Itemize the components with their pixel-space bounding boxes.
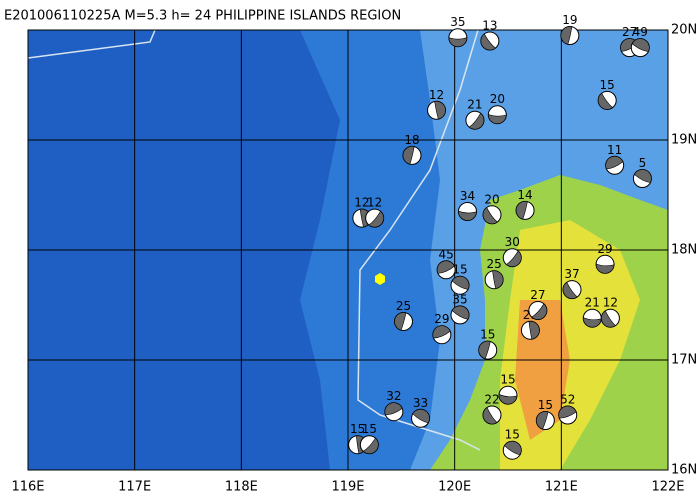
x-tick-label: 117E xyxy=(118,480,151,495)
beachball-quadrant xyxy=(488,114,507,124)
depth-label: 12 xyxy=(429,88,444,102)
depth-label: 12 xyxy=(367,196,382,210)
depth-label: 15 xyxy=(505,428,520,442)
x-tick-label: 122E xyxy=(651,480,684,495)
beachball-quadrant xyxy=(458,210,477,221)
beachball-quadrant xyxy=(598,92,614,110)
beachball-quadrant xyxy=(436,260,455,274)
depth-label: 30 xyxy=(505,235,520,249)
depth-label: 32 xyxy=(386,389,401,403)
beachball-quadrant xyxy=(432,325,451,339)
beachball-quadrant xyxy=(504,440,522,456)
y-tick-label: 17N xyxy=(671,353,697,368)
depth-label: 15 xyxy=(480,328,495,342)
beachball-quadrant xyxy=(531,303,548,320)
beachball-quadrant xyxy=(451,275,470,290)
depth-label: 45 xyxy=(438,247,453,261)
beachball-quadrant xyxy=(560,26,573,45)
depth-label: 20 xyxy=(490,92,505,106)
beachball-quadrant xyxy=(492,270,504,289)
depth-label: 27 xyxy=(530,288,545,302)
beachball-quadrant xyxy=(558,405,577,419)
x-tick-label: 118E xyxy=(225,480,258,495)
beachball-quadrant xyxy=(451,305,470,320)
depth-label: 15 xyxy=(362,422,377,436)
beachball-quadrant xyxy=(482,407,498,425)
beachball-quadrant xyxy=(448,37,468,47)
x-tick-label: 121E xyxy=(545,480,578,495)
depth-label: 20 xyxy=(484,192,499,206)
depth-label: 15 xyxy=(350,422,365,436)
epicenter xyxy=(375,273,385,285)
beachball-quadrant xyxy=(536,411,549,430)
beachball-quadrant xyxy=(434,101,446,120)
depth-label: 15 xyxy=(500,373,515,387)
beachball-quadrant xyxy=(505,250,522,267)
boundary xyxy=(357,29,481,451)
depth-label: 37 xyxy=(564,267,579,281)
title: E201006110225A M=5.3 h= 24 PHILIPPINE IS… xyxy=(4,9,401,24)
beachball-quadrant xyxy=(468,112,485,130)
beachball-quadrant xyxy=(562,281,578,299)
depth-label: 27 xyxy=(622,25,637,39)
y-tick-label: 18N xyxy=(671,243,697,258)
depth-label: 12 xyxy=(354,196,369,210)
beachball-quadrant xyxy=(394,312,407,331)
depth-label: 21 xyxy=(585,296,600,310)
beachball-quadrant xyxy=(595,263,615,274)
depth-label: 15 xyxy=(538,398,553,412)
beachball-quadrant xyxy=(384,402,403,416)
beachball-quadrant xyxy=(601,310,616,328)
depth-label: 5 xyxy=(639,156,647,170)
depth-label: 25 xyxy=(486,257,501,271)
beachball-quadrant xyxy=(482,207,498,225)
beachball-quadrant xyxy=(480,33,496,51)
depth-label: 35 xyxy=(452,292,467,306)
beachball-quadrant xyxy=(498,394,518,405)
beachball-quadrant xyxy=(634,169,652,183)
depth-label: 22 xyxy=(484,393,499,407)
depth-label: 33 xyxy=(413,396,428,410)
depth-label: 13 xyxy=(482,19,497,33)
x-tick-label: 120E xyxy=(438,480,471,495)
beachball-quadrant xyxy=(582,317,602,328)
y-tick-label: 16N xyxy=(671,463,697,478)
beachball-quadrant xyxy=(515,201,528,220)
depth-label: 14 xyxy=(517,188,532,202)
beachball-quadrant xyxy=(362,437,379,454)
depth-label: 15 xyxy=(600,78,615,92)
boundary xyxy=(27,29,156,59)
depth-label: 25 xyxy=(396,299,411,313)
y-tick-label: 19N xyxy=(671,133,697,148)
depth-label: 35 xyxy=(450,15,465,29)
beachball-quadrant xyxy=(605,156,624,170)
depth-label: 18 xyxy=(404,133,419,147)
depth-label: 21 xyxy=(467,98,482,112)
beachball-quadrant xyxy=(412,409,430,424)
beachball-quadrant xyxy=(402,146,415,165)
depth-label: 49 xyxy=(633,25,648,39)
x-tick-label: 116E xyxy=(11,480,44,495)
y-tick-label: 20N xyxy=(671,23,697,38)
depth-label: 52 xyxy=(560,393,575,407)
depth-label: 34 xyxy=(460,189,475,203)
depth-label: 29 xyxy=(597,242,612,256)
beachball-quadrant xyxy=(478,340,491,360)
beachball-quadrant xyxy=(631,38,650,52)
beachball-quadrant xyxy=(368,210,384,228)
depth-label: 12 xyxy=(603,296,618,310)
depth-label: 29 xyxy=(434,312,449,326)
depth-label: 11 xyxy=(607,143,622,157)
depth-label: 19 xyxy=(562,13,577,27)
x-tick-label: 119E xyxy=(331,480,364,495)
beachball-quadrant xyxy=(528,321,540,340)
depth-label: 15 xyxy=(452,263,467,277)
